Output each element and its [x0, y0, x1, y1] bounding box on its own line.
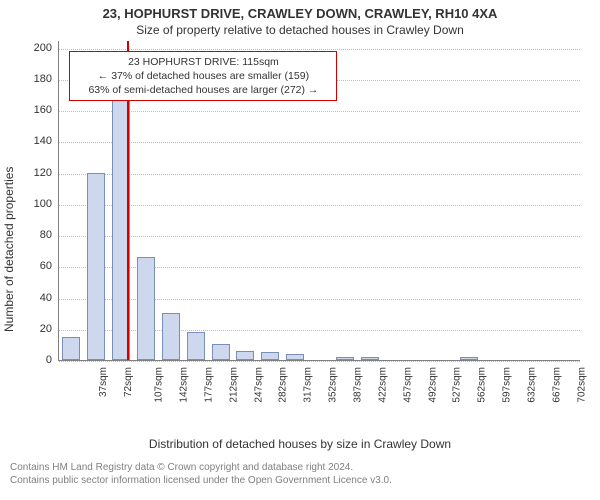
bar — [361, 357, 379, 360]
gridline — [59, 205, 580, 206]
x-axis-label: Distribution of detached houses by size … — [0, 437, 600, 451]
x-tick-label: 457sqm — [402, 367, 413, 403]
chart-title-2: Size of property relative to detached ho… — [0, 21, 600, 37]
x-tick-label: 422sqm — [377, 367, 388, 403]
annotation-line: 23 HOPHURST DRIVE: 115sqm — [76, 55, 330, 69]
y-tick-label: 100 — [24, 198, 52, 210]
x-tick-label: 142sqm — [179, 367, 190, 403]
bar — [336, 357, 354, 360]
bar — [162, 313, 180, 360]
y-tick-label: 60 — [24, 260, 52, 272]
gridline — [59, 111, 580, 112]
gridline — [59, 142, 580, 143]
x-tick-label: 317sqm — [303, 367, 314, 403]
bar — [286, 354, 304, 360]
bar — [460, 357, 478, 360]
bar — [87, 173, 105, 360]
gridline — [59, 236, 580, 237]
y-tick-label: 200 — [24, 42, 52, 54]
x-tick-label: 597sqm — [502, 367, 513, 403]
gridline — [59, 361, 580, 362]
annotation-line: 63% of semi-detached houses are larger (… — [76, 83, 330, 97]
y-tick-label: 0 — [24, 354, 52, 366]
y-tick-label: 80 — [24, 229, 52, 241]
y-tick-label: 120 — [24, 167, 52, 179]
x-tick-label: 247sqm — [253, 367, 264, 403]
x-tick-label: 702sqm — [576, 367, 587, 403]
annotation-box: 23 HOPHURST DRIVE: 115sqm← 37% of detach… — [69, 51, 337, 102]
footer-line-1: Contains HM Land Registry data © Crown c… — [10, 461, 590, 474]
x-tick-label: 37sqm — [98, 367, 109, 397]
y-tick-label: 40 — [24, 292, 52, 304]
gridline — [59, 174, 580, 175]
x-tick-label: 352sqm — [328, 367, 339, 403]
x-tick-label: 562sqm — [477, 367, 488, 403]
plot-area: 23 HOPHURST DRIVE: 115sqm← 37% of detach… — [58, 41, 580, 361]
footer-line-2: Contains public sector information licen… — [10, 474, 590, 487]
y-tick-label: 160 — [24, 104, 52, 116]
y-tick-label: 20 — [24, 323, 52, 335]
x-tick-label: 212sqm — [228, 367, 239, 403]
x-tick-label: 492sqm — [427, 367, 438, 403]
x-tick-label: 72sqm — [123, 367, 134, 397]
x-tick-label: 282sqm — [278, 367, 289, 403]
bar — [236, 351, 254, 360]
chart-container: Number of detached properties 23 HOPHURS… — [0, 37, 600, 457]
bar — [137, 257, 155, 360]
y-axis-label: Number of detached properties — [2, 162, 16, 332]
bar — [212, 344, 230, 360]
footer-attribution: Contains HM Land Registry data © Crown c… — [0, 457, 600, 487]
annotation-line: ← 37% of detached houses are smaller (15… — [76, 69, 330, 83]
x-tick-label: 107sqm — [154, 367, 165, 403]
y-tick-label: 140 — [24, 135, 52, 147]
x-tick-label: 177sqm — [203, 367, 214, 403]
x-tick-label: 387sqm — [353, 367, 364, 403]
bar — [187, 332, 205, 360]
x-tick-label: 527sqm — [452, 367, 463, 403]
bar — [261, 352, 279, 360]
x-tick-label: 667sqm — [551, 367, 562, 403]
x-tick-label: 632sqm — [527, 367, 538, 403]
bar — [62, 337, 80, 360]
y-tick-label: 180 — [24, 73, 52, 85]
chart-title-1: 23, HOPHURST DRIVE, CRAWLEY DOWN, CRAWLE… — [0, 0, 600, 21]
